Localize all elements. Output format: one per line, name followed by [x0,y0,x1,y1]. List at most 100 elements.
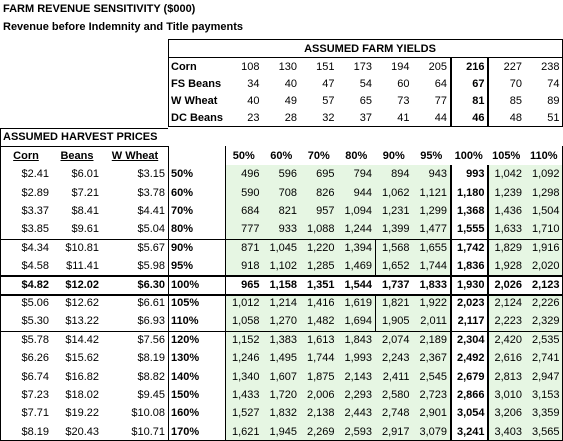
revenue: 2,304 [450,331,488,349]
price-text: $3.78 [137,186,165,199]
revenue: 708 [262,183,300,202]
revenue: 2,226 [525,293,563,313]
yield-value: 130 [263,58,301,75]
revenue-text: 590 [241,186,260,199]
border [168,146,169,441]
revenue-text: 2,243 [381,352,410,365]
revenue: 2,616 [487,349,525,368]
price: $6.01 [52,165,102,183]
revenue-text: 2,580 [381,388,410,401]
revenue-text: 695 [316,168,335,181]
revenue-text: 2,411 [382,370,410,383]
yield-value: 89 [525,92,563,109]
yield-value-text: 44 [434,111,447,124]
revenue-text: 1,246 [231,352,260,365]
price: $2.41 [0,165,52,183]
revenue-text: 957 [316,204,335,217]
yield-value: 47 [300,75,338,92]
price: $6.30 [102,275,168,293]
price: $6.93 [102,312,168,330]
revenue-text: 1,945 [269,425,297,438]
revenue-text: 1,477 [419,223,447,236]
price: $16.82 [52,367,102,385]
revenue-text: 2,011 [420,315,447,328]
revenue-text: 1,928 [494,260,522,273]
price-text: $6.61 [137,296,165,309]
price-text: $18.02 [65,388,99,401]
price-text: $7.56 [137,333,165,346]
pct-column-text: 105% [492,149,521,162]
revenue-text: 1,102 [269,260,297,273]
yield-value: 151 [300,58,338,75]
revenue-text: 2,748 [381,407,410,420]
revenue: 684 [225,201,263,221]
revenue-text: 2,124 [494,296,522,309]
revenue: 1,710 [525,220,563,239]
price: $2.89 [0,183,52,201]
revenue-text: 2,123 [531,278,560,291]
revenue: 1,821 [375,293,413,313]
revenue-text: 1,433 [231,388,260,401]
revenue: 2,123 [525,275,563,293]
price-text: $5.78 [21,333,49,346]
pct-column: 90% [375,147,413,164]
revenue: 1,495 [262,349,300,368]
pct-column-text: 70% [307,149,330,162]
yield-value: 74 [525,75,563,92]
revenue: 2,189 [412,330,450,349]
revenue: 965 [225,275,263,293]
revenue-text: 2,006 [306,388,335,401]
revenue-text: 1,607 [269,370,297,383]
revenue-text: 2,866 [456,388,485,401]
revenue-text: 1,482 [306,315,335,328]
revenue: 2,138 [300,404,338,423]
revenue-text: 3,403 [494,425,522,438]
revenue-text: 2,226 [531,296,560,309]
revenue-text: 2,026 [494,278,522,291]
price: $5.06 [0,294,52,312]
revenue-text: 2,545 [419,370,447,383]
price-text: $6.01 [71,168,99,181]
revenue: 1,042 [487,165,525,184]
yield-value: 67 [450,75,488,92]
price: $6.74 [0,367,52,385]
revenue: 2,006 [300,385,338,405]
price-text: $4.58 [21,260,49,273]
revenue-text: 1,613 [306,333,335,346]
price: $8.82 [102,367,168,385]
price: $10.08 [102,404,168,422]
price-text: $2.41 [21,168,49,181]
price-header-text: Beans [60,149,94,162]
price-text: $5.06 [21,296,49,309]
pct-column: 95% [413,147,451,164]
price: $5.67 [102,239,168,257]
revenue-text: 1,394 [344,241,372,254]
revenue-text: 2,616 [494,352,522,365]
yield-label-text: Corn [171,60,197,73]
revenue: 1,121 [412,183,450,202]
pct-row-text: 150% [171,388,200,401]
price-text: $7.71 [21,407,49,420]
yield-label-text: FS Beans [171,77,222,90]
revenue: 1,152 [225,330,263,349]
border [0,330,563,332]
yield-value-text: 194 [391,60,410,73]
revenue-text: 2,189 [419,333,447,346]
revenue-text: 1,836 [456,260,485,273]
revenue: 2,723 [412,385,450,405]
yield-value: 77 [413,92,451,109]
pct-row-text: 80% [171,223,194,236]
border [225,146,226,441]
revenue: 1,158 [263,275,301,293]
price-text: $7.23 [21,388,49,401]
yield-label-text: W Wheat [171,94,218,107]
revenue: 2,545 [412,367,450,386]
revenue-text: 933 [278,223,297,236]
revenue-text: 826 [316,186,335,199]
price-text: $10.08 [131,407,165,420]
revenue: 1,012 [225,293,263,313]
price: $9.61 [52,220,102,238]
pct-row-text: 100% [171,278,200,291]
revenue: 1,045 [262,238,300,257]
price: $5.30 [0,312,52,330]
